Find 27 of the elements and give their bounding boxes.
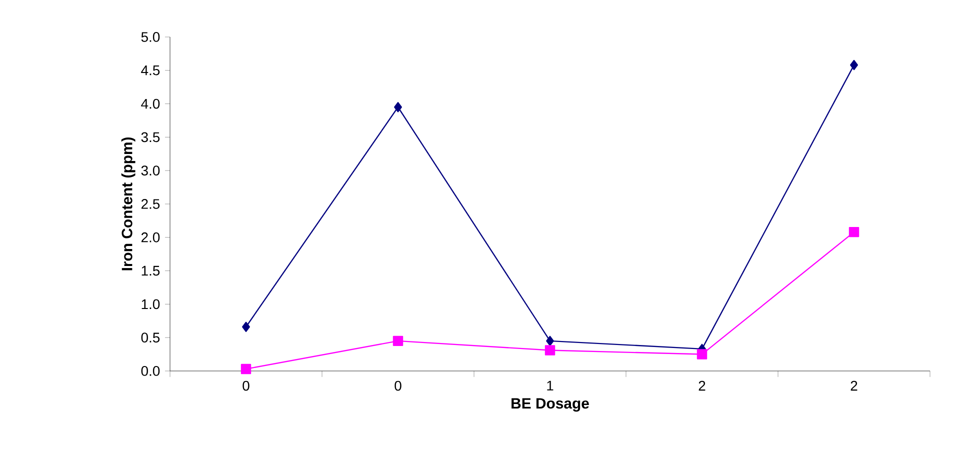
y-tick-label: 2.0 xyxy=(141,232,160,242)
point xyxy=(848,226,860,238)
point xyxy=(546,336,554,346)
point xyxy=(242,322,250,332)
y-tick-label: 4.5 xyxy=(141,66,160,76)
point xyxy=(544,345,556,356)
x-tick-label: 2 xyxy=(850,380,858,391)
y-tick-label: 2.5 xyxy=(141,199,160,209)
y-tick-label: 0.0 xyxy=(141,366,160,376)
x-tick-label: 2 xyxy=(698,380,706,391)
y-tick-label: 5.0 xyxy=(141,32,160,42)
y-tick-label: 1.5 xyxy=(142,266,160,276)
y-tick-label: 0.5 xyxy=(141,332,160,343)
y-tick-label: 1.0 xyxy=(142,299,160,310)
y-axis-title: Iron Content (ppm) xyxy=(121,137,136,270)
point xyxy=(850,60,858,70)
y-tick-label: 3.5 xyxy=(141,132,160,142)
point xyxy=(696,349,708,360)
y-tick-label: 3.0 xyxy=(141,166,160,176)
y-tick-label: 4.0 xyxy=(141,98,160,109)
x-tick-label: 0 xyxy=(394,380,402,391)
point xyxy=(240,364,252,374)
point xyxy=(394,102,402,112)
point xyxy=(392,336,404,346)
x-axis-title: BE Dosage xyxy=(512,398,589,412)
x-tick-label: 1 xyxy=(547,380,554,390)
x-tick-label: 0 xyxy=(242,380,250,391)
